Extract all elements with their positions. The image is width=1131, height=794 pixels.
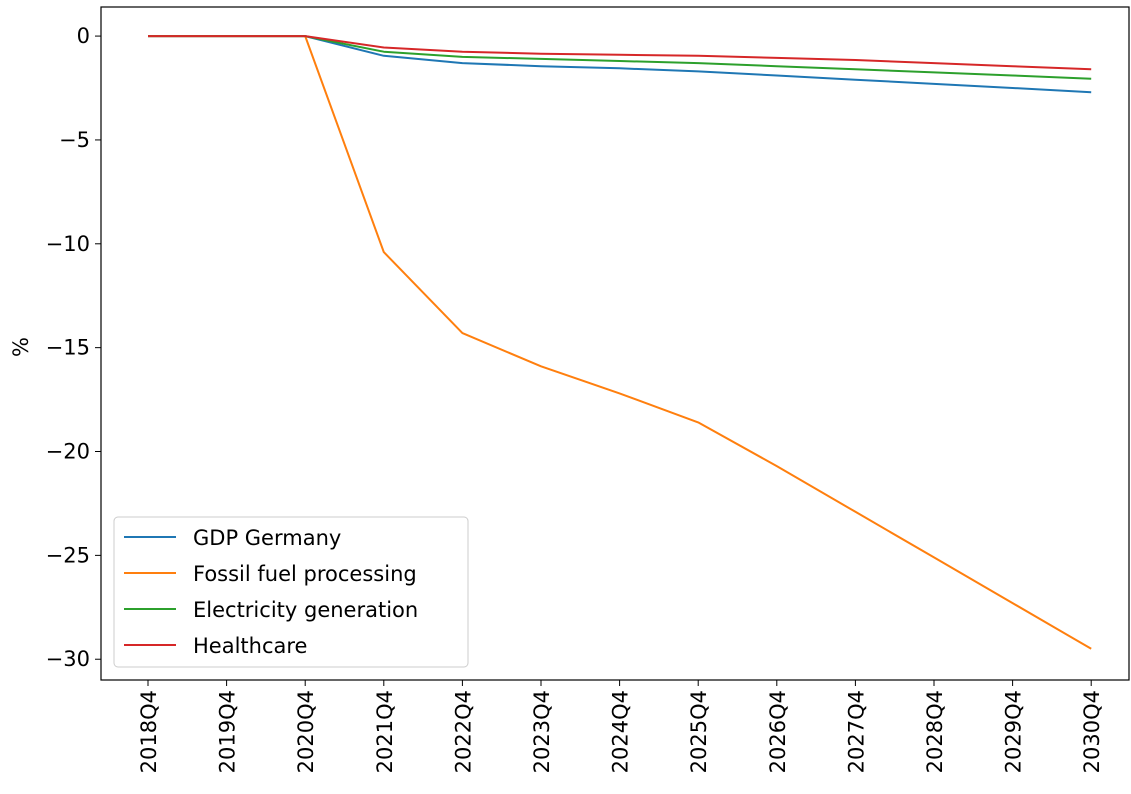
x-tick-label: 2029Q4 <box>1002 690 1026 773</box>
x-tick-label: 2020Q4 <box>294 690 318 773</box>
x-tick-label: 2024Q4 <box>609 690 633 773</box>
y-axis-label: % <box>9 337 33 357</box>
legend-box <box>113 516 469 668</box>
plot-frame <box>100 6 1130 681</box>
x-tick-label: 2022Q4 <box>451 690 475 773</box>
x-tick-label: 2023Q4 <box>530 690 554 773</box>
y-tick-label: −10 <box>46 232 90 256</box>
x-tick-label: 2018Q4 <box>137 690 161 773</box>
y-axis: 0 −5 −10 −15 −20 −25 −30 <box>46 24 101 671</box>
x-tick-label: 2026Q4 <box>766 690 790 773</box>
x-tick-label: 2019Q4 <box>216 690 240 773</box>
x-tick-label: 2030Q4 <box>1080 690 1104 773</box>
series-line-2 <box>148 35 1092 80</box>
legend-label: Fossil fuel processing <box>193 562 417 586</box>
y-tick-label: 0 <box>77 24 90 48</box>
y-tick-label: −5 <box>59 128 90 152</box>
y-tick-label: −15 <box>46 336 90 360</box>
legend: GDP Germany Fossil fuel processing Electri… <box>113 516 469 668</box>
x-tick-label: 2028Q4 <box>923 690 947 773</box>
legend-label: GDP Germany <box>193 526 341 550</box>
x-axis: 2018Q4 2019Q4 2020Q4 2021Q4 2022Q4 2023Q4 2024… <box>137 680 1104 773</box>
legend-label: Healthcare <box>193 634 307 658</box>
x-tick-label: 2021Q4 <box>373 690 397 773</box>
legend-label: Electricity generation <box>193 598 418 622</box>
x-tick-label: 2025Q4 <box>687 690 711 773</box>
y-tick-label: −20 <box>46 440 90 464</box>
x-tick-label: 2027Q4 <box>844 690 868 773</box>
series-line-3 <box>148 35 1092 71</box>
plot-area <box>100 6 1130 681</box>
y-tick-label: −30 <box>46 647 90 671</box>
y-tick-label: −25 <box>46 543 90 567</box>
